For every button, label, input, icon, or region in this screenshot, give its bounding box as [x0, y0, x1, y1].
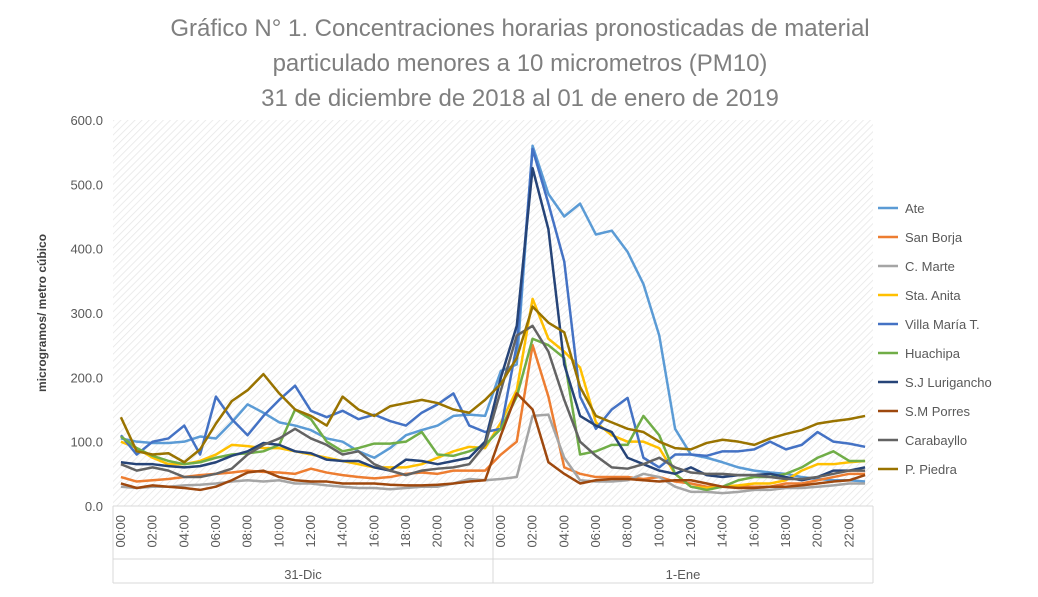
x-tick-label: 14:00: [335, 515, 350, 548]
x-tick-label: 16:00: [746, 515, 761, 548]
x-tick-label: 08:00: [620, 515, 635, 548]
x-tick-label: 14:00: [715, 515, 730, 548]
x-tick-label: 16:00: [366, 515, 381, 548]
x-tick-label: 08:00: [240, 515, 255, 548]
series-line: [120, 337, 866, 492]
series-line: [120, 392, 866, 492]
y-tick-label: 200.0: [70, 370, 103, 385]
series-line: [120, 324, 866, 481]
y-tick-label: 100.0: [70, 435, 103, 450]
legend-label: C. Marte: [905, 259, 955, 274]
series-line: [120, 413, 866, 495]
x-tick-label: 00:00: [493, 515, 508, 548]
series-line: [120, 343, 866, 488]
x-tick-label: 18:00: [398, 515, 413, 548]
y-tick-label: 300.0: [70, 306, 103, 321]
group-label: 1-Ene: [666, 567, 701, 582]
x-tick-label: 04:00: [556, 515, 571, 548]
series-line: [119, 147, 866, 469]
y-axis-label: microgramos/ metro cúbico: [35, 234, 49, 392]
x-tick-label: 20:00: [430, 515, 445, 548]
x-tick-label: 02:00: [525, 515, 540, 548]
x-tick-label: 10:00: [271, 515, 286, 548]
x-tick-label: 20:00: [810, 515, 825, 548]
legend-label: S.M Porres: [905, 404, 971, 419]
plot-background: [113, 120, 873, 506]
legend-label: Sta. Anita: [905, 288, 961, 303]
x-tick-label: 10:00: [651, 515, 666, 548]
legend-label: S.J Lurigancho: [905, 375, 992, 390]
x-tick-label: 12:00: [683, 515, 698, 548]
y-tick-label: 400.0: [70, 242, 103, 257]
group-label: 31-Dic: [284, 567, 322, 582]
legend-label: P. Piedra: [905, 462, 958, 477]
legend-label: Carabayllo: [905, 433, 967, 448]
x-tick-label: 22:00: [461, 515, 476, 548]
y-tick-label: 600.0: [70, 113, 103, 128]
chart-title: 31 de diciembre de 2018 al 01 de enero d…: [261, 85, 779, 112]
y-tick-label: 0.0: [85, 499, 103, 514]
x-tick-label: 22:00: [841, 515, 856, 548]
chart-title: Gráfico N° 1. Concentraciones horarias p…: [170, 15, 869, 42]
legend-label: Villa María T.: [905, 317, 980, 332]
x-tick-label: 12:00: [303, 515, 318, 548]
legend-label: San Borja: [905, 230, 963, 245]
x-tick-label: 06:00: [208, 515, 223, 548]
x-tick-label: 18:00: [778, 515, 793, 548]
y-tick-label: 500.0: [70, 177, 103, 192]
legend-label: Huachipa: [905, 346, 961, 361]
legend-label: Ate: [905, 201, 925, 216]
x-tick-label: 02:00: [145, 515, 160, 548]
x-tick-label: 06:00: [588, 515, 603, 548]
x-tick-label: 04:00: [176, 515, 191, 548]
chart-title: particulado menores a 10 micrometros (PM…: [273, 50, 768, 77]
x-tick-label: 00:00: [113, 515, 128, 548]
series-line: [119, 305, 866, 464]
